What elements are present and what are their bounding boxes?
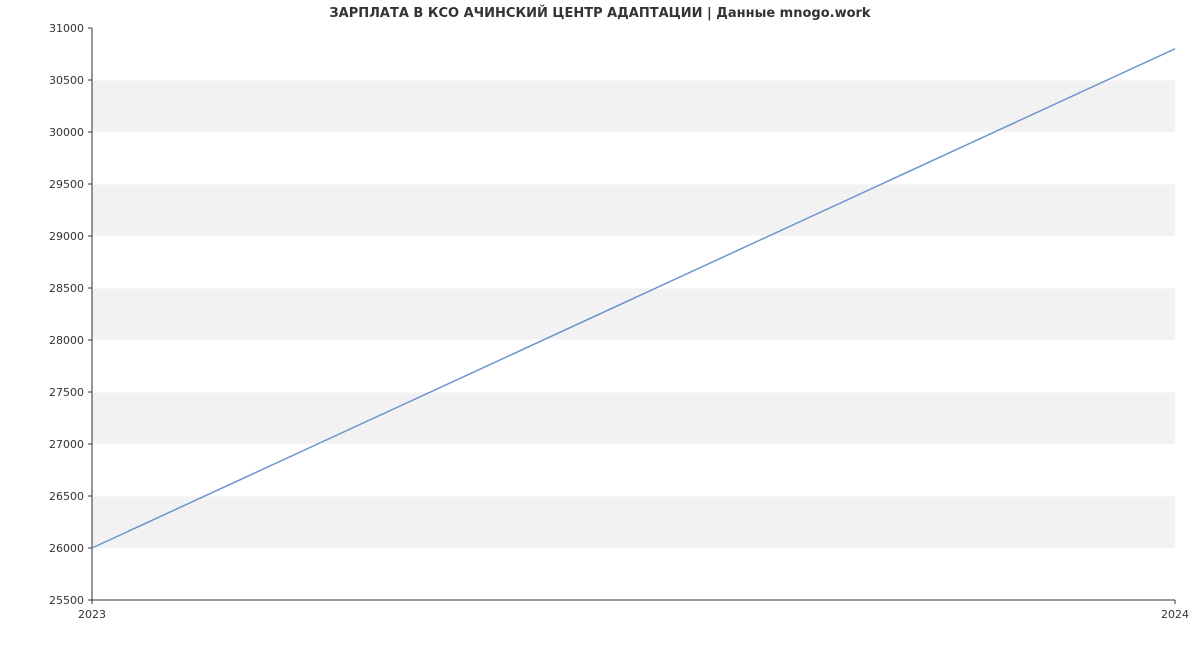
y-tick-label: 29500 xyxy=(49,178,84,191)
y-tick-label: 29000 xyxy=(49,230,84,243)
chart-title: ЗАРПЛАТА В КСО АЧИНСКИЙ ЦЕНТР АДАПТАЦИИ … xyxy=(0,6,1200,21)
y-tick-label: 27500 xyxy=(49,386,84,399)
x-tick-label: 2023 xyxy=(78,608,106,621)
y-tick-label: 31000 xyxy=(49,22,84,35)
y-tick-label: 27000 xyxy=(49,438,84,451)
y-tick-label: 30000 xyxy=(49,126,84,139)
y-tick-label: 26500 xyxy=(49,490,84,503)
line-chart: 25500 26000 26500 27000 27500 28000 28500 29000… xyxy=(0,0,1200,650)
y-tick-label: 30500 xyxy=(49,74,84,87)
y-tick-label: 28000 xyxy=(49,334,84,347)
y-tick-label: 26000 xyxy=(49,542,84,555)
x-tick-label: 2024 xyxy=(1161,608,1189,621)
y-tick-label: 25500 xyxy=(49,594,84,607)
chart-container: ЗАРПЛАТА В КСО АЧИНСКИЙ ЦЕНТР АДАПТАЦИИ … xyxy=(0,0,1200,650)
y-tick-label: 28500 xyxy=(49,282,84,295)
